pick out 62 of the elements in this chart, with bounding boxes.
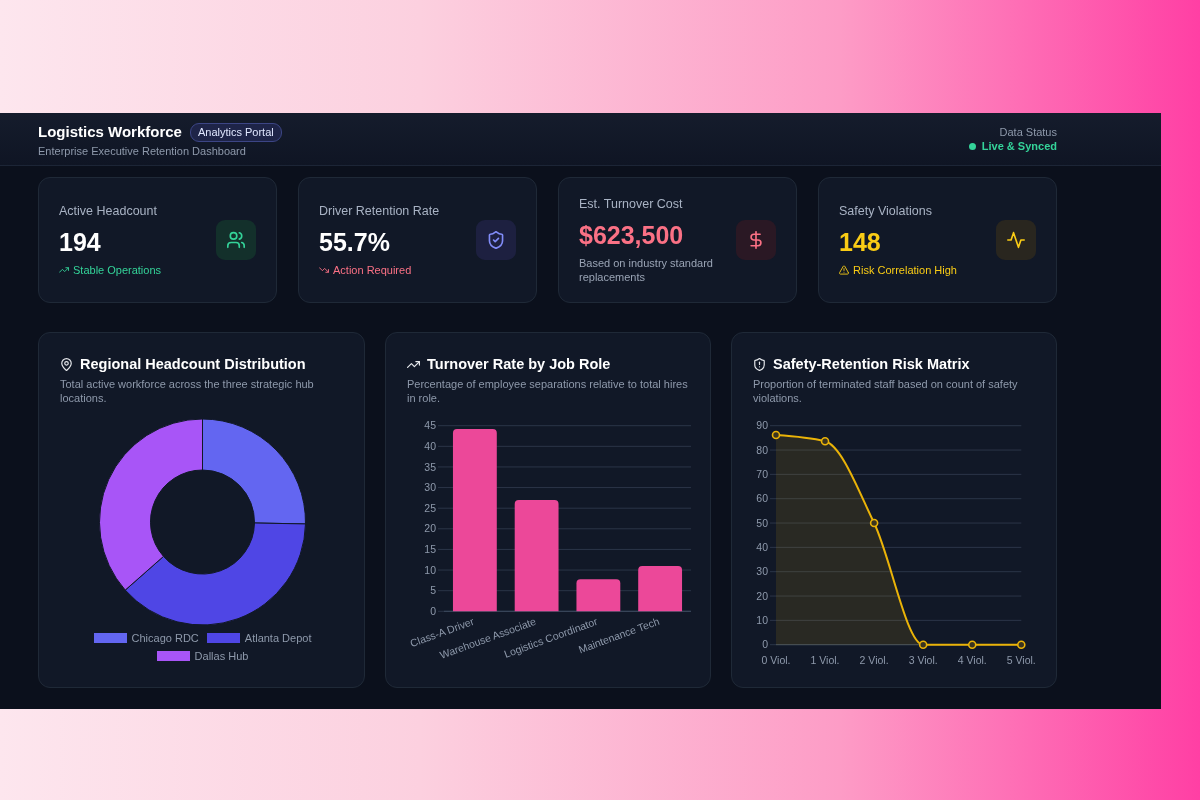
y-tick-label: 40 [756, 541, 769, 554]
y-tick-label: 70 [756, 468, 769, 481]
text: Action Required [333, 263, 412, 277]
y-tick-label: 20 [424, 522, 437, 535]
point [918, 640, 928, 649]
legend-label: Atlanta Depot [244, 631, 312, 645]
text: Driver Retention Rate [319, 203, 440, 219]
y-tick-label: 50 [756, 516, 769, 529]
y-tick-label: 20 [756, 589, 769, 602]
text: 55.7% [319, 227, 391, 257]
text: 148 [839, 227, 882, 257]
text: $623,500 [579, 220, 685, 250]
y-tick-label: 30 [424, 481, 437, 494]
text: Est. Turnover Cost [579, 196, 684, 212]
bar [576, 579, 621, 612]
point [1017, 640, 1026, 649]
text: Risk Correlation High [853, 263, 957, 277]
y-tick-label: 35 [424, 460, 437, 473]
chart-subtitle: Proportion of terminated staff based on count of safety violations. [753, 377, 1019, 405]
y-tick-label: 90 [756, 419, 769, 432]
y-tick-label: 0 [762, 638, 769, 651]
text: Logistics Workforce [38, 122, 182, 142]
x-tick-label: 3 Viol. [908, 654, 938, 667]
x-tick-label: 4 Viol. [957, 654, 987, 667]
legend-label: Dallas Hub [194, 649, 249, 663]
chart-title: Safety-Retention Risk Matrix [773, 355, 970, 373]
y-tick-label: 40 [424, 440, 437, 452]
chart-title: Regional Headcount Distribution [80, 355, 306, 373]
y-tick-label: 15 [424, 543, 437, 556]
legend-label: Chicago RDC [131, 631, 199, 645]
text: Based on industry standard replacements [579, 256, 714, 284]
point [771, 430, 781, 440]
chart-title: Turnover Rate by Job Role [427, 355, 611, 373]
x-tick-label: 2 Viol. [859, 654, 889, 667]
text: Analytics Portal [189, 122, 282, 142]
point [820, 436, 830, 446]
bar [514, 499, 559, 612]
bar [638, 565, 683, 612]
y-tick-label: 0 [430, 604, 437, 617]
text: Enterprise Executive Retention Dashboard [38, 144, 246, 158]
y-tick-label: 10 [424, 563, 437, 576]
y-tick-label: 45 [424, 419, 437, 432]
point [967, 640, 977, 649]
y-tick-label: 80 [756, 443, 769, 456]
text: Safety Violations [839, 203, 933, 219]
text: Live & Synced [981, 139, 1057, 153]
chart-subtitle: Total active workforce across the three strategic hub locations. [60, 377, 315, 405]
x-tick-label: 5 Viol. [1006, 654, 1036, 667]
y-tick-label: 60 [756, 492, 769, 505]
text: 194 [59, 227, 102, 257]
x-tick-label: 1 Viol. [810, 654, 840, 667]
bar [452, 429, 497, 612]
point [869, 518, 879, 528]
text: Data Status [999, 125, 1057, 139]
chart-subtitle: Percentage of employee separations relative to total hires in role. [407, 377, 689, 405]
y-tick-label: 5 [430, 584, 437, 597]
y-tick-label: 25 [424, 501, 437, 514]
text: Stable Operations [73, 263, 162, 277]
text: Active Headcount [59, 203, 158, 219]
y-tick-label: 10 [756, 614, 769, 627]
x-tick-label: 0 Viol. [761, 654, 791, 667]
y-tick-label: 30 [756, 565, 769, 578]
